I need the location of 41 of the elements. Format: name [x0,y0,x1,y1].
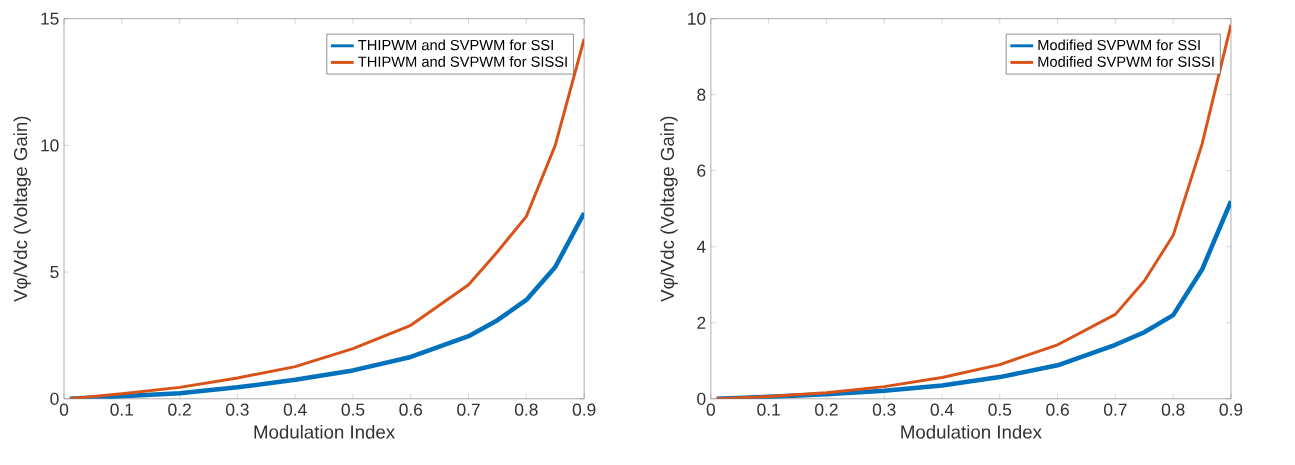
x-tick-label: 0.8 [514,403,538,416]
y-tick-label: 0 [697,392,706,405]
x-tick-label: 0.2 [168,403,191,416]
x-axis-title: Modulation Index [901,424,1042,439]
y-tick-label: 15 [41,12,59,25]
x-tick-label: 0.2 [815,403,838,416]
y-tick-label: 0 [50,392,59,405]
line-series [68,37,585,399]
y-tick-label: 8 [697,88,706,101]
x-tick-label: 0.7 [1104,403,1127,416]
x-tick-label: 0.5 [988,403,1012,416]
x-tick-label: 0.9 [1219,403,1243,416]
line-series [715,23,1231,399]
y-axis-title: Vφ/Vdc (Voltage Gain) [660,116,678,302]
y-tick-label: 4 [696,240,706,253]
legend-label: Modified SVPWM for SSI [1038,39,1200,51]
x-tick-label: 0.7 [457,403,480,416]
x-tick-label: 0.9 [572,403,596,416]
x-tick-label: 0.4 [930,403,954,416]
y-tick-label: 5 [50,265,59,278]
legend-label: THIPWM and SVPWM for SSI [358,39,553,51]
y-tick-label: 10 [688,12,706,25]
x-tick-label: 0.1 [757,403,780,416]
y-tick-label: 6 [697,164,706,177]
x-tick-label: 0 [706,403,716,416]
x-tick-label: 0.3 [872,403,896,416]
y-tick-label: 2 [697,316,706,329]
x-tick-label: 0.4 [283,403,307,416]
legend-label: Modified SVPWM for SISSI [1038,55,1214,67]
x-tick-label: 0.6 [1046,403,1069,416]
y-axis-title: Vφ/Vdc (Voltage Gain) [13,116,31,302]
legend-label: THIPWM and SVPWM for SISSI [358,55,567,67]
x-tick-label: 0.5 [341,403,365,416]
x-tick-label: 0.6 [399,403,423,416]
y-tick-label: 10 [41,139,59,152]
line-series [67,210,585,399]
x-tick-label: 0 [59,403,69,416]
x-tick-label: 0.8 [1161,403,1185,416]
x-axis-title: Modulation Index [254,424,395,439]
x-tick-label: 0.1 [110,403,134,416]
x-tick-label: 0.3 [226,403,249,416]
